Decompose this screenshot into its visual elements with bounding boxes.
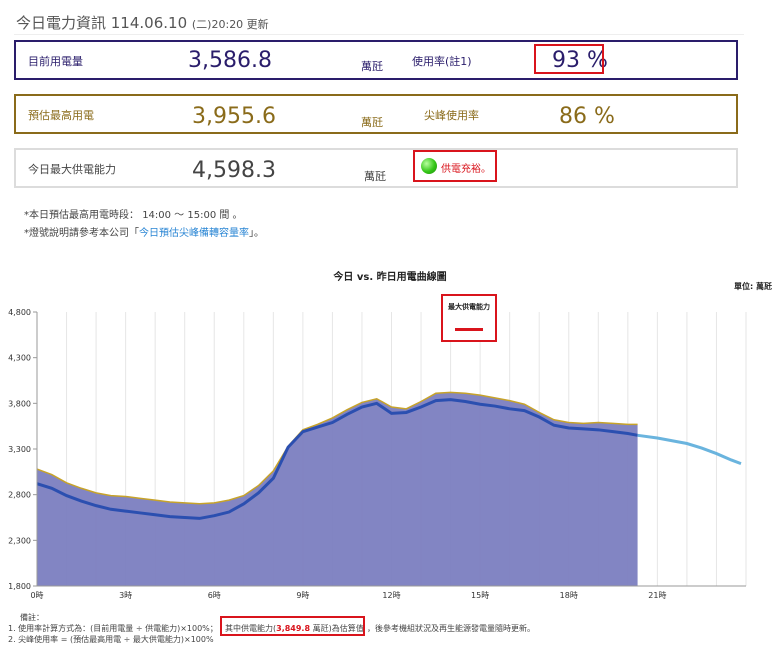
light-note-prefix: *燈號說明請參考本公司「	[24, 228, 139, 239]
x-tick-label: 6時	[208, 591, 221, 600]
max-supply-unit: 萬瓩	[364, 170, 386, 183]
usage-rate-label: 使用率(註1)	[412, 55, 472, 68]
x-tick-label: 21時	[648, 591, 666, 600]
legend-swatch	[455, 328, 483, 331]
peak-time-prefix: *本日預估最高用電時段：	[24, 210, 139, 221]
footnote-1: 1. 使用率計算方式為：(目前用電量 ÷ 供電能力)×100%；	[8, 623, 218, 634]
max-supply-value: 4,598.3	[192, 158, 276, 183]
estimate-post: 萬瓩)為估算值	[310, 624, 364, 633]
usage-rate-value: 93 %	[552, 48, 608, 73]
forecast-line	[637, 433, 742, 466]
y-tick-label: 2,800	[8, 491, 31, 500]
y-tick-label: 1,800	[8, 582, 31, 591]
today-line	[36, 398, 638, 520]
max-supply-label: 今日最大供電能力	[28, 163, 116, 176]
light-note-suffix: 」。	[249, 228, 264, 239]
y-tick-label: 3,300	[8, 445, 31, 454]
forecast-peak-unit: 萬瓩	[361, 116, 383, 129]
max-supply-panel: 今日最大供電能力 4,598.3 萬瓩	[14, 148, 738, 188]
footnote-1-suffix: ，後參考機組狀況及再生能源發電量隨時更新。	[367, 624, 535, 633]
title-text: 今日電力資訊 114.06.10	[16, 14, 188, 32]
peak-time-suffix: 間 。	[219, 210, 243, 221]
footnote-2: 2. 尖峰使用率 = (預估最高用電 ÷ 最大供電能力)×100%	[8, 635, 214, 644]
x-tick-label: 18時	[560, 591, 578, 600]
chart-title: 今日 vs. 昨日用電曲線圖	[333, 272, 447, 283]
today-area	[37, 392, 638, 586]
peak-rate-value: 86 %	[559, 104, 615, 129]
yesterday-line	[36, 391, 638, 505]
footnote-1-prefix: 1. 使用率計算方式為：(目前用電量 ÷ 供電能力)×100%；	[8, 624, 218, 633]
x-tick-label: 3時	[119, 591, 132, 600]
weekday-text: (二)	[191, 18, 212, 31]
forecast-peak-value: 3,955.6	[192, 104, 276, 129]
current-load-panel: 目前用電量 3,586.8 萬瓩 使用率(註1) 93 %	[14, 40, 738, 80]
peak-rate-label: 尖峰使用率	[424, 109, 479, 122]
peak-time-note: *本日預估最高用電時段： 14:00 ～ 15:00 間 。	[24, 206, 243, 221]
current-load-unit: 萬瓩	[361, 60, 383, 73]
reserve-rate-link[interactable]: 今日預估尖峰備轉容量率	[139, 228, 249, 239]
light-explanation-note: *燈號說明請參考本公司「今日預估尖峰備轉容量率」。	[24, 224, 264, 239]
x-tick-label: 15時	[471, 591, 489, 600]
green-light-icon	[421, 158, 437, 174]
supply-status-highlight: 供電充裕。	[413, 150, 497, 182]
x-tick-label: 0時	[30, 591, 43, 600]
peak-time-range: 14:00 ～ 15:00	[142, 210, 217, 221]
supply-estimate-highlight: 其中供電能力(3,849.8 萬瓩)為估算值	[220, 616, 365, 636]
y-tick-label: 2,300	[8, 536, 31, 545]
supply-status-text: 供電充裕。	[441, 164, 491, 175]
forecast-peak-label: 預估最高用電	[28, 109, 94, 122]
estimate-value: 3,849.8	[276, 624, 311, 633]
y-tick-label: 4,800	[8, 308, 31, 317]
current-load-value: 3,586.8	[188, 48, 272, 73]
footnote-label: 備註：	[20, 613, 44, 622]
header-divider	[14, 34, 744, 35]
current-load-label: 目前用電量	[28, 55, 83, 68]
forecast-peak-panel: 預估最高用電 3,955.6 萬瓩 尖峰使用率 86 %	[14, 94, 738, 134]
x-tick-label: 9時	[296, 591, 309, 600]
update-time: 20:20 更新	[211, 18, 269, 31]
y-tick-label: 4,300	[8, 354, 31, 363]
page-title: 今日電力資訊 114.06.10 (二)20:20 更新	[16, 12, 269, 33]
supply-estimate-text: 其中供電能力(3,849.8 萬瓩)為估算值	[225, 623, 364, 634]
y-tick-label: 3,800	[8, 399, 31, 408]
legend-highlight[interactable]: 最大供電能力	[441, 294, 497, 342]
legend-label: 最大供電能力	[448, 303, 490, 311]
usage-rate-highlight	[534, 44, 604, 74]
estimate-pre: 其中供電能力(	[225, 624, 277, 633]
x-tick-label: 12時	[382, 591, 400, 600]
load-curve-chart: 1,800 2,300 2,800 3,300 3,800 4,300 4,800 0時 3時 6…	[8, 308, 747, 600]
chart-unit-label: 單位: 萬瓩	[734, 282, 772, 291]
